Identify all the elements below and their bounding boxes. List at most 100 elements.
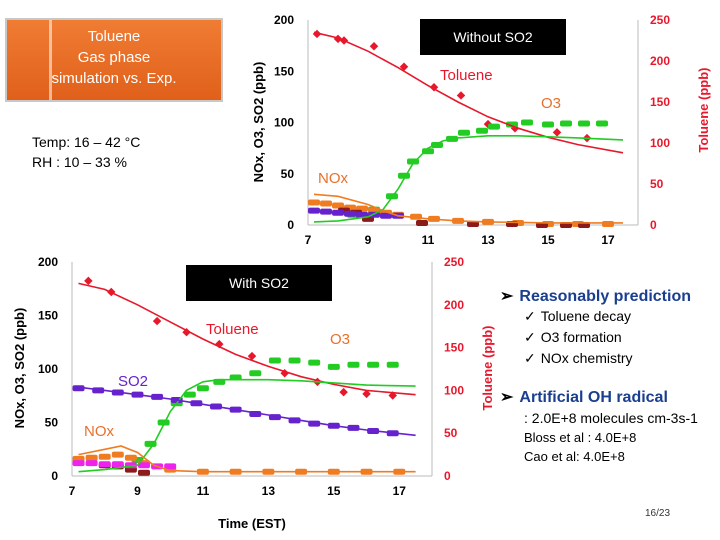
y-tick-label: 200 — [38, 255, 58, 269]
o3-point — [183, 391, 196, 398]
o3-model-line — [313, 135, 624, 223]
chart-without-so2: 7 9 11 13 15 17 0 50 100 150 200 0 50 100 150 200 250 NO… — [251, 13, 711, 247]
temp-text: Temp: 16 – 42 °C — [32, 134, 141, 150]
y-tick-label: 100 — [38, 362, 58, 376]
nox-point — [602, 220, 614, 227]
chart0-title-box — [420, 19, 566, 55]
o3-point — [488, 123, 500, 130]
chart-with-so2: 7 9 11 13 15 17 0 50 100 150 200 0 50 100 150 200 250 NO… — [12, 255, 495, 531]
x-tick-label: 9 — [365, 233, 372, 247]
x-tick-label: 15 — [327, 484, 341, 498]
so2m-point — [85, 460, 98, 467]
nox-model-line — [313, 193, 623, 224]
so2-point — [380, 212, 392, 219]
o3-model-line — [78, 378, 416, 473]
y-tick-label: 100 — [274, 116, 294, 130]
so2-point — [72, 385, 85, 392]
check-icon: ✓ — [524, 308, 536, 324]
y2-tick-label: 200 — [650, 54, 670, 68]
so2-model-line — [78, 386, 416, 437]
y-tick-label: 150 — [274, 64, 294, 78]
bullet2-text: Artificial OH radical — [519, 389, 668, 406]
oh-value: : 2.0E+8 molecules cm-3s-1 — [524, 410, 698, 426]
y-tick-label: 0 — [51, 469, 58, 483]
chart0-ticks: 7 9 11 13 15 17 0 50 100 150 200 0 50 100 150 200 250 — [274, 13, 670, 247]
nox-point — [332, 202, 344, 209]
toluene-point — [552, 128, 562, 137]
chart1-xlabel: Time (EST) — [218, 516, 286, 531]
x-tick-label: 11 — [422, 233, 435, 247]
o3-point — [521, 119, 533, 126]
right-summary-panel: ➢ Reasonably prediction ✓ Toluene decay ✓ O… — [500, 286, 718, 466]
o3-point — [367, 361, 380, 368]
no-point — [138, 469, 150, 476]
toluene-point — [362, 389, 371, 399]
nox-model-line — [78, 445, 416, 473]
o3-point — [386, 361, 399, 368]
toluene-point — [152, 316, 162, 326]
o3-point — [596, 120, 608, 127]
no-point — [416, 219, 428, 226]
ref-cao: Cao et al: 4.0E+8 — [524, 449, 625, 464]
check-icon: ✓ — [524, 350, 536, 366]
o3-point — [542, 121, 554, 128]
chart1-title-box — [186, 265, 332, 301]
chart1-ticks: 7 9 11 13 15 17 0 50 100 150 200 0 50 100 150 200 250 — [38, 255, 464, 498]
check-text: O3 formation — [540, 329, 622, 345]
y2-tick-label: 0 — [444, 469, 451, 483]
o3-point — [288, 357, 301, 364]
toluene-point — [247, 351, 257, 361]
y2-tick-label: 150 — [444, 341, 464, 355]
chart0-y2label: Toluene (ppb) — [696, 68, 711, 153]
chart1-annot-o3: O3 — [330, 331, 350, 348]
x-tick-label: 13 — [481, 233, 495, 247]
title-line-3: simulation vs. Exp. — [51, 70, 177, 87]
so2-point — [332, 209, 344, 216]
y2-tick-label: 50 — [444, 426, 458, 440]
x-tick-label: 17 — [601, 233, 615, 247]
so2-point — [308, 207, 320, 214]
chart0-title: Without SO2 — [453, 29, 533, 45]
chart0-annot-o3: O3 — [541, 95, 561, 112]
check-text: NOx chemistry — [540, 350, 633, 366]
check-item: ✓ NOx chemistry — [524, 348, 718, 369]
chart1-annot-so2: SO2 — [118, 373, 148, 390]
chart0-annot-nox: NOx — [318, 170, 349, 187]
y-tick-label: 150 — [38, 309, 58, 323]
toluene-point — [369, 41, 379, 51]
y2-tick-label: 200 — [444, 298, 464, 312]
so2-point — [320, 208, 332, 215]
o3-point — [347, 361, 360, 368]
so2m-point — [98, 461, 111, 468]
title-box: Toluene Gas phase simulation vs. Exp. — [5, 18, 223, 102]
no-point — [467, 220, 479, 227]
y2-tick-label: 250 — [444, 255, 464, 269]
arrow-bullet-icon: ➢ — [500, 288, 514, 305]
nox-point — [124, 454, 137, 461]
check-text: Toluene decay — [540, 308, 632, 324]
chart1-annot-nox: NOx — [84, 423, 115, 440]
bullet-artificial-oh: ➢ Artificial OH radical — [500, 387, 718, 407]
y-tick-label: 50 — [281, 167, 295, 181]
page-number: 16/23 — [645, 508, 671, 519]
check-icon: ✓ — [524, 329, 536, 345]
y2-tick-label: 150 — [650, 95, 670, 109]
o3-point — [506, 121, 518, 128]
rh-text: RH : 10 – 33 % — [32, 154, 127, 170]
y2-tick-label: 100 — [650, 136, 670, 150]
toluene-model-line — [313, 31, 624, 154]
y-tick-label: 200 — [274, 13, 294, 27]
so2m-point — [111, 461, 124, 468]
y2-tick-label: 50 — [650, 177, 664, 191]
o3-point — [560, 120, 572, 127]
toluene-point — [339, 387, 348, 397]
title-line-2: Gas phase — [77, 49, 151, 66]
ref-bloss: Bloss et al : 4.0E+8 — [524, 430, 637, 445]
check-item: ✓ Toluene decay — [524, 306, 718, 327]
o3-point — [249, 370, 262, 377]
nox-point — [320, 200, 332, 207]
y2-tick-label: 100 — [444, 383, 464, 397]
check-item: ✓ O3 formation — [524, 327, 718, 348]
bullet-reasonable-prediction: ➢ Reasonably prediction — [500, 286, 718, 306]
